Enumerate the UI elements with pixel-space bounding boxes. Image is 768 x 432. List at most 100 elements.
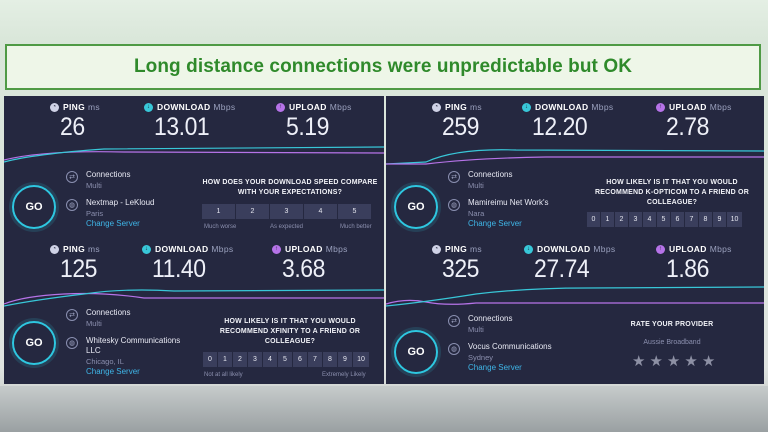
speed-graph: [386, 286, 764, 307]
isp-name: Whitesky Communications LLC: [86, 336, 181, 355]
download-metric: ↓ DOWNLOAD Mbps 12.20: [522, 102, 613, 142]
speed-graph: [4, 289, 384, 307]
change-server-link[interactable]: Change Server: [468, 363, 522, 372]
ping-metric: ◔ PING ms 259: [432, 102, 482, 142]
globe-icon: ◍: [66, 337, 78, 349]
rating-stars: ★ ★ ★ ★ ★: [632, 352, 715, 370]
ping-icon: ◔: [50, 244, 59, 254]
go-button[interactable]: GO: [12, 185, 56, 229]
globe-icon: ◍: [66, 199, 78, 211]
scale-option[interactable]: 0: [587, 212, 600, 227]
upload-metric: ↑ UPLOAD Mbps 1.86: [656, 244, 732, 284]
download-metric: ↓ DOWNLOAD Mbps 27.74: [524, 244, 615, 284]
ping-value: 26: [60, 113, 85, 141]
ping-label: PING: [63, 244, 85, 254]
change-server-link[interactable]: Change Server: [86, 219, 140, 228]
scale-option[interactable]: 6: [671, 212, 684, 227]
upload-value: 5.19: [286, 113, 329, 141]
ping-icon: ◔: [50, 102, 59, 112]
download-metric: ↓ DOWNLOAD Mbps 11.40: [142, 244, 233, 284]
ping-unit: ms: [87, 244, 100, 254]
go-button[interactable]: GO: [394, 330, 438, 374]
connections-icon: ⇄: [66, 309, 78, 321]
scale-option[interactable]: 1: [202, 204, 235, 219]
scale-high-label: Extremely Likely: [322, 372, 366, 378]
upload-unit: Mbps: [325, 244, 348, 254]
scale-option[interactable]: 2: [236, 204, 269, 219]
download-label: DOWNLOAD: [535, 102, 589, 112]
banner: Long distance connections were unpredict…: [5, 44, 761, 90]
star-icon[interactable]: ★: [701, 353, 716, 370]
ping-icon: ◔: [432, 102, 441, 112]
scale-option[interactable]: 9: [713, 212, 726, 227]
upload-value: 3.68: [282, 255, 325, 283]
star-icon[interactable]: ★: [684, 353, 698, 370]
scale-option[interactable]: 3: [270, 204, 303, 219]
upload-value: 2.78: [666, 113, 709, 141]
speedtest-panel-paris: ◔ PING ms 26 ↓ DOWNLOAD Mbps 13.01 ↑ UPLOAD Mb…: [4, 96, 384, 238]
download-icon: ↓: [524, 244, 533, 254]
change-server-link[interactable]: Change Server: [86, 367, 140, 376]
scale-option[interactable]: 5: [338, 204, 371, 219]
connection-mode: Multi: [468, 181, 484, 190]
download-unit: Mbps: [591, 102, 614, 112]
globe-icon: ◍: [448, 199, 460, 211]
scale-option[interactable]: 10: [353, 352, 369, 367]
scale-option[interactable]: 7: [685, 212, 698, 227]
download-label: DOWNLOAD: [537, 244, 591, 254]
connections-row[interactable]: ⇄ Connections Multi: [448, 170, 512, 191]
scale-option[interactable]: 8: [699, 212, 712, 227]
scale-option[interactable]: 4: [263, 352, 277, 367]
scale-option[interactable]: 2: [233, 352, 247, 367]
survey-question: HOW DOES YOUR DOWNLOAD SPEED COMPARE WIT…: [202, 179, 378, 196]
connections-label: Connections: [468, 170, 513, 179]
download-icon: ↓: [522, 102, 531, 112]
speed-graph: [386, 149, 764, 165]
ping-value: 125: [60, 255, 98, 283]
connections-row[interactable]: ⇄ Connections Multi: [66, 170, 130, 191]
scale-option[interactable]: 1: [601, 212, 614, 227]
scale-option[interactable]: 6: [293, 352, 307, 367]
ping-metric: ◔ PING ms 125: [50, 244, 100, 284]
scale-option[interactable]: 3: [629, 212, 642, 227]
speedtest-panel-nara: ◔ PING ms 259 ↓ DOWNLOAD Mbps 12.20 ↑ UPLOAD M…: [386, 96, 764, 238]
ping-icon: ◔: [432, 244, 441, 254]
star-icon[interactable]: ★: [649, 353, 663, 370]
scale-option[interactable]: 1: [218, 352, 232, 367]
star-icon[interactable]: ★: [666, 353, 681, 370]
upload-metric: ↑ UPLOAD Mbps 3.68: [272, 244, 348, 284]
banner-title: Long distance connections were unpredict…: [133, 56, 633, 77]
connections-icon: ⇄: [448, 171, 460, 183]
scale-option[interactable]: 0: [203, 352, 217, 367]
ping-value: 259: [442, 113, 480, 141]
change-server-link[interactable]: Change Server: [468, 219, 522, 228]
download-label: DOWNLOAD: [157, 102, 211, 112]
connections-row[interactable]: ⇄ Connections Multi: [448, 314, 512, 335]
server-row: ◍ Mamireimu Net Work's Nara Change Server: [448, 198, 549, 228]
scale-option[interactable]: 2: [615, 212, 628, 227]
scale-high-label: Much better: [340, 224, 372, 230]
scale-option[interactable]: 9: [338, 352, 352, 367]
scale-option[interactable]: 4: [643, 212, 656, 227]
go-button[interactable]: GO: [394, 185, 438, 229]
go-button[interactable]: GO: [12, 321, 56, 365]
ping-value: 325: [442, 255, 480, 283]
scale-option[interactable]: 10: [727, 212, 742, 227]
scale-option[interactable]: 3: [248, 352, 262, 367]
scale-option[interactable]: 5: [657, 212, 670, 227]
connection-mode: Multi: [468, 325, 484, 334]
scale-option[interactable]: 5: [278, 352, 292, 367]
upload-icon: ↑: [272, 244, 281, 254]
survey-scale: 0 1 2 3 4 5 6 7 8 9 10: [203, 352, 369, 367]
server-row: ◍ Nextmap - LeKloud Paris Change Server: [66, 198, 154, 228]
scale-option[interactable]: 4: [304, 204, 337, 219]
star-icon[interactable]: ★: [632, 353, 646, 370]
scale-option[interactable]: 7: [308, 352, 322, 367]
speed-graph: [4, 146, 384, 163]
connections-label: Connections: [86, 170, 131, 179]
scale-option[interactable]: 8: [323, 352, 337, 367]
connections-row[interactable]: ⇄ Connections Multi: [66, 308, 130, 329]
download-unit: Mbps: [211, 244, 234, 254]
provider-name: Aussie Broadband: [643, 339, 701, 346]
ping-unit: ms: [469, 102, 482, 112]
